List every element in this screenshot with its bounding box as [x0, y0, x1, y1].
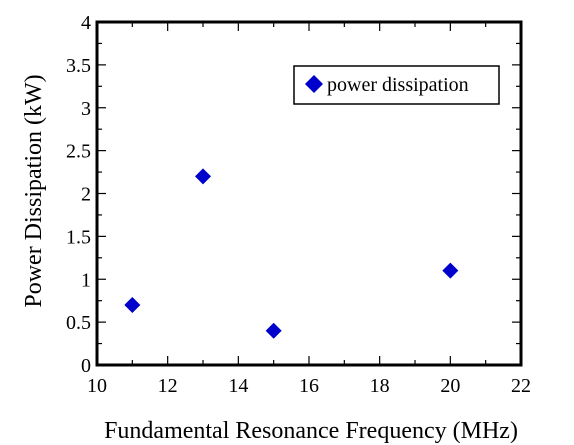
- x-tick-label: 22: [511, 375, 531, 397]
- y-tick-label: 2.5: [66, 141, 91, 163]
- x-tick-label: 18: [370, 375, 390, 397]
- data-point-diamond: [265, 322, 282, 339]
- y-tick-label: 0: [81, 355, 91, 377]
- legend-box: [293, 65, 500, 105]
- x-tick-label: 20: [440, 375, 460, 397]
- y-tick-label: 1: [81, 269, 91, 291]
- x-tick-labels: 10 12 14 16 18 20 22: [87, 375, 531, 397]
- y-tick-label: 3.5: [66, 55, 91, 77]
- y-tick-labels: 0 0.5 1 1.5 2 2.5 3 3.5 4: [66, 12, 91, 377]
- x-axis-title: Fundamental Resonance Frequency (MHz): [104, 418, 518, 444]
- x-tick-label: 12: [158, 375, 178, 397]
- x-tick-label: 16: [299, 375, 319, 397]
- legend-label: power dissipation: [327, 74, 469, 96]
- x-tick-label: 10: [87, 375, 107, 397]
- plot-frame: [95, 20, 523, 367]
- data-point-diamond: [442, 262, 459, 279]
- x-tick-label: 14: [228, 375, 248, 397]
- legend-marker: [305, 75, 323, 93]
- legend: power dissipation: [293, 65, 500, 105]
- y-tick-label: 1.5: [66, 226, 91, 248]
- y-tick-label: 2: [81, 184, 91, 206]
- data-points: [124, 168, 459, 339]
- y-tick-label: 4: [81, 12, 91, 34]
- data-point-diamond: [195, 168, 211, 185]
- y-tick-label: 3: [81, 98, 91, 120]
- y-tick-label: 0.5: [66, 312, 91, 334]
- y-axis-title: Power Dissipation (kW): [21, 74, 47, 307]
- data-point-diamond: [124, 296, 141, 313]
